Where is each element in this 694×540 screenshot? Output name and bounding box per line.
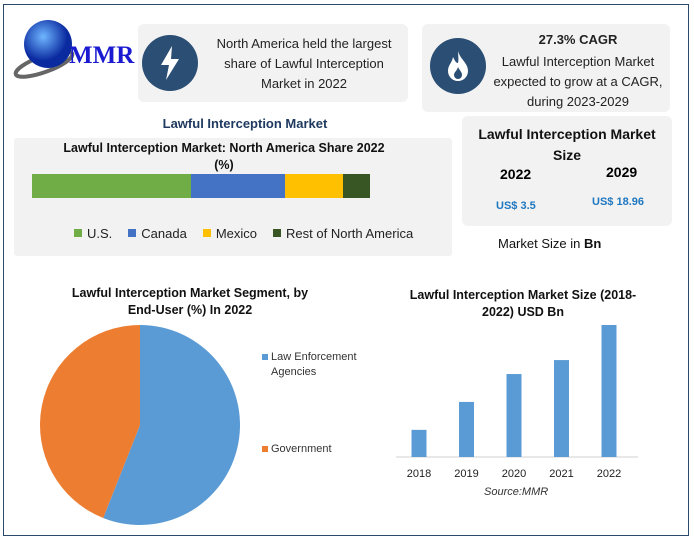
- bar-2020: [506, 374, 522, 457]
- bar-2022: [601, 325, 617, 457]
- bar-chart-title: Lawful Interception Market Size (2018-20…: [409, 288, 637, 319]
- legend-label: Law Enforcement Agencies: [271, 351, 357, 378]
- logo-text: MMR: [69, 42, 135, 69]
- value-2029: US$ 18.96: [592, 196, 644, 208]
- legend-swatch: [262, 354, 268, 360]
- pie-chart-title: Lawful Interception Market Segment, by E…: [71, 286, 309, 317]
- north-america-text: North America held the largest share of …: [216, 36, 392, 91]
- globe-icon: [13, 20, 75, 79]
- size-card-title: Lawful Interception Market Size: [478, 126, 656, 163]
- legend-swatch: [202, 229, 211, 237]
- flame-icon: [430, 38, 486, 94]
- x-tick-label: 2021: [549, 468, 573, 480]
- stack-segment-rest-of-north-america: [342, 174, 370, 198]
- cagr-card: 27.3% CAGR Lawful Interception Market ex…: [422, 24, 670, 112]
- mmr-logo: MMR: [12, 14, 140, 84]
- stacked-bar-card: Lawful Interception Market: North Americ…: [14, 138, 452, 256]
- legend-label: Mexico: [215, 225, 258, 241]
- infographic-frame: [3, 4, 689, 536]
- cagr-text: Lawful Interception Market expected to g…: [493, 54, 663, 109]
- stacked-chart-title: Lawful Interception Market: North Americ…: [63, 141, 385, 172]
- legend-swatch: [128, 229, 137, 237]
- bar-chart: 2018 2019 2020 2021 2022: [396, 325, 638, 480]
- pie-legend: Law Enforcement Agencies Government: [262, 350, 372, 457]
- bar-2021: [554, 360, 569, 457]
- cagr-value: 27.3% CAGR: [538, 32, 618, 47]
- legend-label: Government: [271, 443, 332, 455]
- source-text: Source:MMR: [484, 486, 549, 498]
- stack-segment-u-s-: [32, 174, 191, 198]
- note-text: Market Size in: [498, 236, 584, 251]
- legend-label: U.S.: [87, 225, 113, 241]
- x-tick-label: 2019: [454, 468, 478, 480]
- x-tick-label: 2018: [407, 468, 431, 480]
- legend-item: Rest of North America: [273, 226, 413, 241]
- x-tick-label: 2020: [502, 468, 526, 480]
- legend-swatch: [273, 229, 282, 237]
- market-size-note: Market Size in Bn: [498, 236, 601, 251]
- stacked-bar: [32, 174, 370, 198]
- bar-2019: [459, 401, 474, 457]
- bar-2018: [411, 429, 427, 457]
- legend-item: U.S.: [74, 226, 112, 241]
- section-title: Lawful Interception Market: [162, 116, 328, 131]
- legend-item: Canada: [128, 226, 187, 241]
- pie-chart: [40, 325, 241, 525]
- legend-swatch: [74, 229, 82, 237]
- year-2029: 2029: [606, 164, 638, 180]
- x-tick-label: 2022: [597, 468, 621, 480]
- size-card: Lawful Interception Market Size 2022 202…: [462, 116, 672, 226]
- pie-slice: [40, 325, 140, 518]
- legend-swatch: [262, 446, 268, 452]
- legend-label: Canada: [141, 225, 187, 241]
- value-2022: US$ 3.5: [496, 200, 536, 212]
- stack-segment-canada: [190, 174, 286, 198]
- stacked-legend: U.S. Canada Mexico Rest of North America: [74, 224, 429, 242]
- legend-item: Mexico: [202, 225, 258, 241]
- year-2022: 2022: [500, 166, 532, 182]
- stack-segment-mexico: [285, 174, 343, 198]
- pie-slice: [103, 325, 241, 525]
- lightning-icon: [142, 35, 198, 91]
- legend-label: Rest of North America: [286, 225, 414, 241]
- pie-legend-item: Law Enforcement Agencies: [262, 350, 372, 380]
- note-unit: Bn: [583, 236, 602, 251]
- pie-legend-item: Government: [262, 442, 372, 457]
- north-america-card: North America held the largest share of …: [138, 24, 408, 102]
